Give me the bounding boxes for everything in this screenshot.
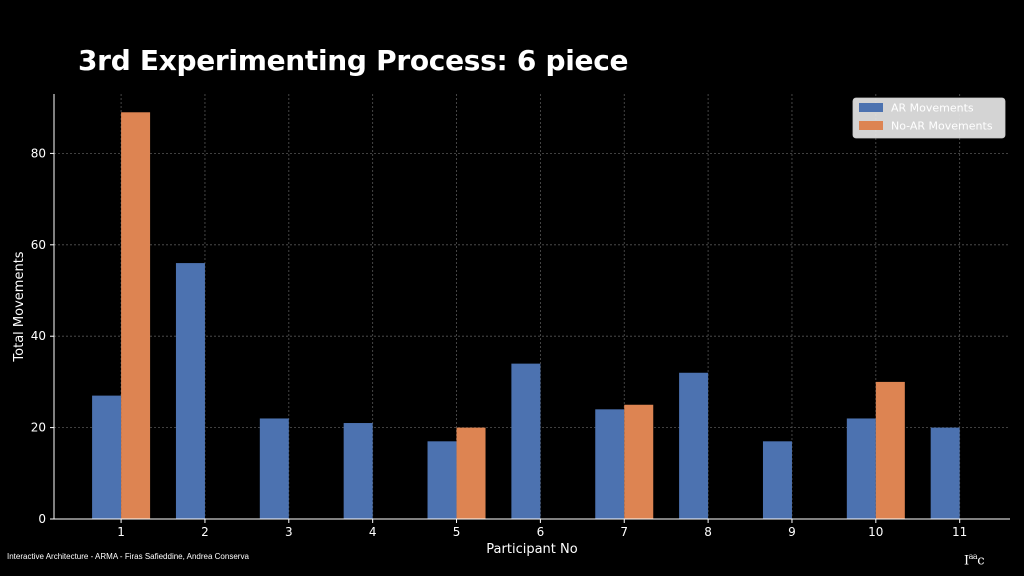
y-tick-label: 60 <box>31 238 46 252</box>
ar-bar <box>427 441 457 519</box>
x-tick-label: 6 <box>537 525 545 539</box>
x-tick-label: 3 <box>285 525 293 539</box>
ar-bar <box>511 363 541 519</box>
legend-box <box>852 97 1006 139</box>
ar-bar <box>679 372 709 519</box>
x-tick-label: 9 <box>788 525 796 539</box>
x-tick-label: 1 <box>117 525 125 539</box>
noar-bar <box>456 427 486 519</box>
legend-label: No-AR Movements <box>891 120 993 133</box>
ar-bar <box>343 423 373 519</box>
x-tick-label: 4 <box>369 525 377 539</box>
slide-title: 3rd Experimenting Process: 6 piece <box>78 44 629 77</box>
x-tick-label: 2 <box>201 525 209 539</box>
ar-bar <box>259 418 289 519</box>
x-tick-label: 7 <box>620 525 628 539</box>
y-axis-label: Total Movements <box>12 251 27 362</box>
legend-swatch-noar <box>859 121 883 130</box>
x-axis-label: Participant No <box>486 542 577 557</box>
noar-bar <box>121 112 151 519</box>
logo-mark: Iaac <box>964 552 984 569</box>
y-tick-label: 80 <box>31 146 46 160</box>
legend-swatch-ar <box>859 103 883 112</box>
footer-credit: Interactive Architecture - ARMA - Firas … <box>7 552 249 561</box>
legend-label: AR Movements <box>891 102 974 115</box>
noar-bar <box>875 381 905 519</box>
y-tick-label: 20 <box>31 421 46 435</box>
x-tick-label: 5 <box>453 525 461 539</box>
x-tick-label: 11 <box>952 525 967 539</box>
ar-bar <box>595 409 625 519</box>
x-tick-label: 8 <box>704 525 712 539</box>
y-tick-label: 0 <box>38 512 46 526</box>
ar-bar <box>92 395 122 519</box>
ar-bar <box>762 441 792 519</box>
ar-bar <box>175 263 205 519</box>
ar-bar <box>930 427 960 519</box>
y-tick-label: 40 <box>31 329 46 343</box>
noar-bar <box>624 404 654 519</box>
ar-bar <box>846 418 876 519</box>
iaac-logo: Iaac <box>964 552 1010 568</box>
x-tick-label: 10 <box>868 525 883 539</box>
